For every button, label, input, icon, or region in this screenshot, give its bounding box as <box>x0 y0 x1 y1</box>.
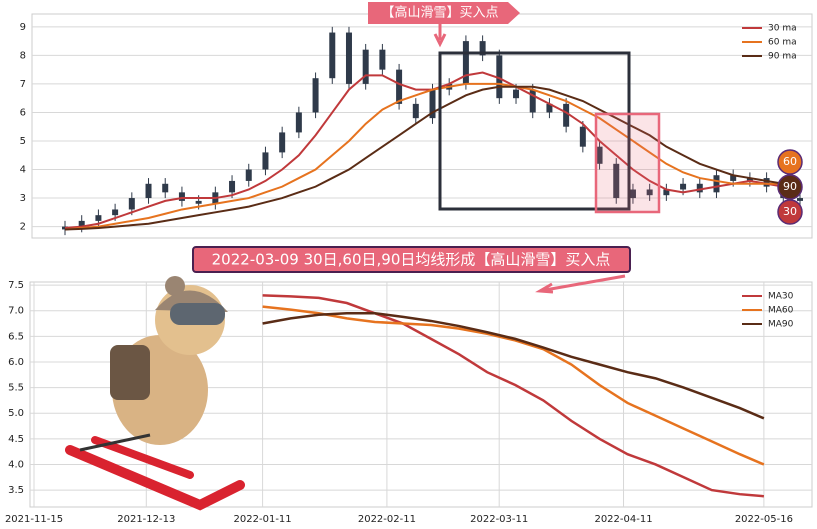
ma-line <box>262 294 764 498</box>
candle-body <box>396 69 403 104</box>
candle-body <box>529 89 536 113</box>
candle-body <box>295 112 302 133</box>
candle-body <box>128 198 135 210</box>
candle-body <box>629 189 636 199</box>
candle-body <box>379 49 386 70</box>
legend-label: 60 ma <box>768 38 797 48</box>
y-tick-label: 5 <box>20 136 26 147</box>
y-tick-label: 5.5 <box>8 383 24 394</box>
candle-body <box>763 178 770 187</box>
candle-body <box>513 89 520 99</box>
annotation-arrow <box>433 24 447 48</box>
candle-body <box>162 183 169 193</box>
candle-body <box>596 146 603 164</box>
candle-body <box>279 132 286 153</box>
y-tick-label: 4.5 <box>8 434 24 445</box>
candle-body <box>663 189 670 196</box>
y-tick-label: 3 <box>20 193 26 204</box>
candle-body <box>345 32 352 84</box>
candle-body <box>112 209 119 216</box>
ma-badge-label: 60 <box>783 155 797 168</box>
ma-line <box>64 82 801 231</box>
candle-body <box>696 183 703 193</box>
candle-body <box>95 215 102 221</box>
y-tick-label: 4.0 <box>8 459 24 470</box>
y-tick-label: 7.0 <box>8 306 24 317</box>
candle-body <box>262 152 269 170</box>
annotation-box <box>192 246 631 273</box>
y-tick-label: 9 <box>20 22 26 33</box>
candle-body <box>646 189 653 196</box>
top-frame <box>31 13 813 239</box>
y-tick-label: 5.0 <box>8 408 24 419</box>
legend-label: MA90 <box>768 320 794 330</box>
skier-illustration <box>65 276 245 511</box>
candle-body <box>329 32 336 79</box>
x-tick-label: 2022-04-11 <box>594 514 652 525</box>
ma-line <box>262 305 765 466</box>
highlight-box <box>438 51 631 211</box>
candle-body <box>245 169 252 181</box>
candle-body <box>78 220 85 227</box>
ma-line <box>262 312 765 420</box>
candle-body <box>362 49 369 84</box>
x-tick-label: 2022-01-11 <box>234 514 292 525</box>
y-tick-label: 2 <box>20 222 26 233</box>
y-tick-label: 6.5 <box>8 331 24 342</box>
candle-body <box>797 198 803 201</box>
bottom-frame <box>29 281 813 508</box>
candle-body <box>746 178 753 181</box>
candle-body <box>178 192 185 201</box>
y-tick-label: 6 <box>20 107 26 118</box>
x-tick-label: 2022-05-16 <box>735 514 793 525</box>
x-tick-label: 2022-03-11 <box>470 514 528 525</box>
ma-badge <box>777 149 803 175</box>
y-tick-label: 7 <box>20 79 26 90</box>
candle-body <box>730 175 737 181</box>
y-tick-label: 4 <box>20 165 26 176</box>
ma-line <box>64 85 800 231</box>
candle-body <box>145 183 152 199</box>
ma-badge-label: 90 <box>783 180 797 193</box>
candle-body <box>563 103 570 127</box>
annotation-banner <box>368 2 520 24</box>
ma-badge <box>777 174 803 200</box>
legend-label: MA30 <box>768 292 794 302</box>
legend-label: MA60 <box>768 306 794 316</box>
y-tick-label: 7.5 <box>8 280 24 291</box>
y-tick-label: 6.0 <box>8 357 24 368</box>
x-tick-label: 2021-11-15 <box>5 514 63 525</box>
annotation: 【高山滑雪】买入点 <box>381 5 498 21</box>
candle-body <box>479 41 486 56</box>
candle-body <box>229 180 236 193</box>
candle-body <box>412 103 419 119</box>
candle-body <box>462 41 469 84</box>
y-tick-label: 3.5 <box>8 485 24 496</box>
candle-body <box>579 126 586 147</box>
annotation: 2022-03-09 30日,60日,90日均线形成【高山滑雪】买入点 <box>212 251 611 269</box>
ma-badge-label: 30 <box>783 205 797 218</box>
candle-body <box>613 163 620 199</box>
candle-body <box>546 103 553 113</box>
candle-body <box>496 55 503 99</box>
x-tick-label: 2022-02-11 <box>358 514 416 525</box>
x-tick-label: 2021-12-13 <box>117 514 175 525</box>
annotation-arrow <box>535 274 626 294</box>
candle-body <box>713 175 720 193</box>
candle-body <box>680 183 687 190</box>
highlight-box <box>594 112 661 214</box>
legend-label: 90 ma <box>768 52 797 62</box>
y-tick-label: 8 <box>20 50 26 61</box>
candle-body <box>312 78 319 113</box>
ma-badge <box>777 199 803 225</box>
legend-label: 30 ma <box>768 24 797 34</box>
candle-body <box>195 200 202 204</box>
candle-body <box>429 89 436 119</box>
